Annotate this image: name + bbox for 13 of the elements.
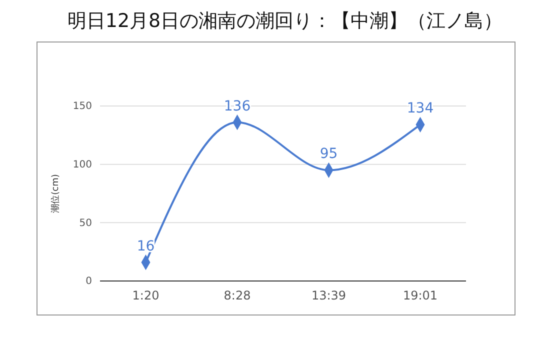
y-tick-label: 100	[72, 160, 92, 171]
y-tick-label: 50	[79, 218, 92, 229]
data-label: 95	[320, 146, 338, 162]
x-tick-label: 8:28	[224, 288, 251, 303]
y-axis-title: 潮位(cm)	[50, 174, 61, 213]
x-tick-label: 1:20	[132, 288, 160, 303]
data-label: 134	[406, 100, 434, 117]
data-label: 136	[224, 98, 251, 114]
chart-title: 明日12月8日の湘南の潮回り：【中潮】（江ノ島）	[67, 10, 503, 32]
x-tick-label: 19:01	[402, 288, 438, 303]
x-tick-label: 13:39	[311, 288, 346, 303]
y-tick-label: 0	[86, 276, 92, 288]
y-tick-label: 150	[72, 101, 92, 112]
